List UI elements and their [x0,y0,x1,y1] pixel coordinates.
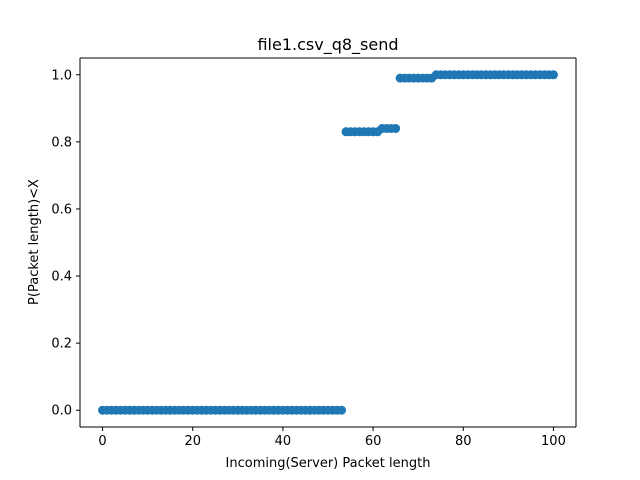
x-tick-label: 0 [98,434,106,449]
chart-title: file1.csv_q8_send [257,35,398,55]
plot-area [80,58,576,427]
y-tick-label: 1.0 [51,68,72,83]
y-tick-label: 0.0 [51,404,72,419]
y-axis-label: P(Packet length)<X [27,179,42,305]
y-axis-ticks: 0.0 0.2 0.4 0.6 0.8 1.0 [51,68,80,419]
y-tick-label: 0.6 [51,202,72,217]
data-points [98,70,558,415]
axes-frame [79,57,577,428]
x-axis-label: Incoming(Server) Packet length [226,456,431,471]
y-tick-label: 0.4 [51,270,72,285]
x-tick-label: 60 [365,434,382,449]
data-point [391,123,401,133]
x-tick-label: 100 [541,434,566,449]
x-tick-label: 20 [184,434,201,449]
y-tick-label: 0.2 [51,337,72,352]
x-tick-label: 80 [455,434,472,449]
data-point [548,70,558,80]
x-axis-ticks: 0 20 40 60 80 100 [98,427,566,449]
y-tick-label: 0.8 [51,135,72,150]
data-point [337,405,347,415]
x-tick-label: 40 [275,434,292,449]
